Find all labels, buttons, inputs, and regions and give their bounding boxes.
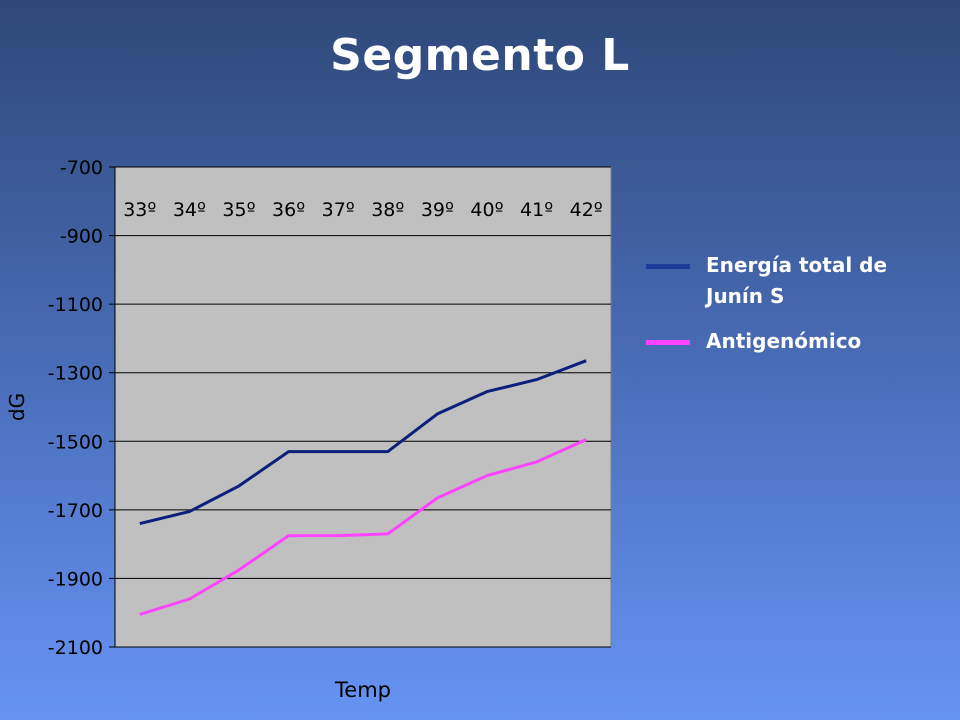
x-tick-label: 36º bbox=[272, 199, 305, 221]
x-tick-label: 33º bbox=[123, 199, 156, 221]
chart-legend: Energía total de Junín S Antigenómico bbox=[646, 250, 946, 371]
y-axis-label: dG bbox=[5, 393, 29, 421]
x-tick-label: 39º bbox=[421, 199, 454, 221]
x-axis-ticks: 33º 34º 35º 36º 37º 38º 39º 40º 41º 42º bbox=[123, 199, 603, 221]
x-tick-label: 35º bbox=[222, 199, 255, 221]
series-lines bbox=[139, 359, 587, 616]
y-tick-label: -1900 bbox=[48, 568, 103, 590]
y-tick-label: -1300 bbox=[48, 363, 103, 385]
legend-label-energia: Energía total de Junín S bbox=[706, 253, 888, 308]
y-tick-label: -900 bbox=[60, 226, 103, 248]
series-line-energia bbox=[139, 359, 587, 526]
x-tick-label: 42º bbox=[570, 199, 603, 221]
legend-swatch-energia bbox=[646, 264, 690, 269]
legend-item-antigenomico: Antigenómico bbox=[646, 326, 946, 357]
x-tick-label: 40º bbox=[470, 199, 503, 221]
series-line-antigenomico bbox=[139, 438, 587, 616]
plot-area bbox=[114, 166, 612, 648]
y-tick-label: -2100 bbox=[48, 637, 103, 659]
x-axis-label: Temp bbox=[334, 678, 391, 702]
y-tick-label: -1100 bbox=[48, 294, 103, 316]
x-tick-label: 34º bbox=[173, 199, 206, 221]
x-tick-label: 41º bbox=[520, 199, 553, 221]
y-axis-ticks: -700 -900 -1100 -1300 -1500 -1700 -1900 -2100 bbox=[48, 157, 115, 659]
legend-item-energia: Energía total de Junín S bbox=[646, 250, 946, 312]
legend-label-antigenomico: Antigenómico bbox=[706, 329, 862, 353]
x-tick-label: 37º bbox=[322, 199, 355, 221]
y-tick-label: -700 bbox=[60, 157, 103, 179]
slide-title: Segmento L bbox=[330, 30, 630, 81]
legend-swatch-antigenomico bbox=[646, 340, 690, 345]
gridlines bbox=[115, 166, 611, 648]
x-tick-label: 38º bbox=[371, 199, 404, 221]
y-tick-label: -1500 bbox=[48, 431, 103, 453]
y-tick-label: -1700 bbox=[48, 500, 103, 522]
